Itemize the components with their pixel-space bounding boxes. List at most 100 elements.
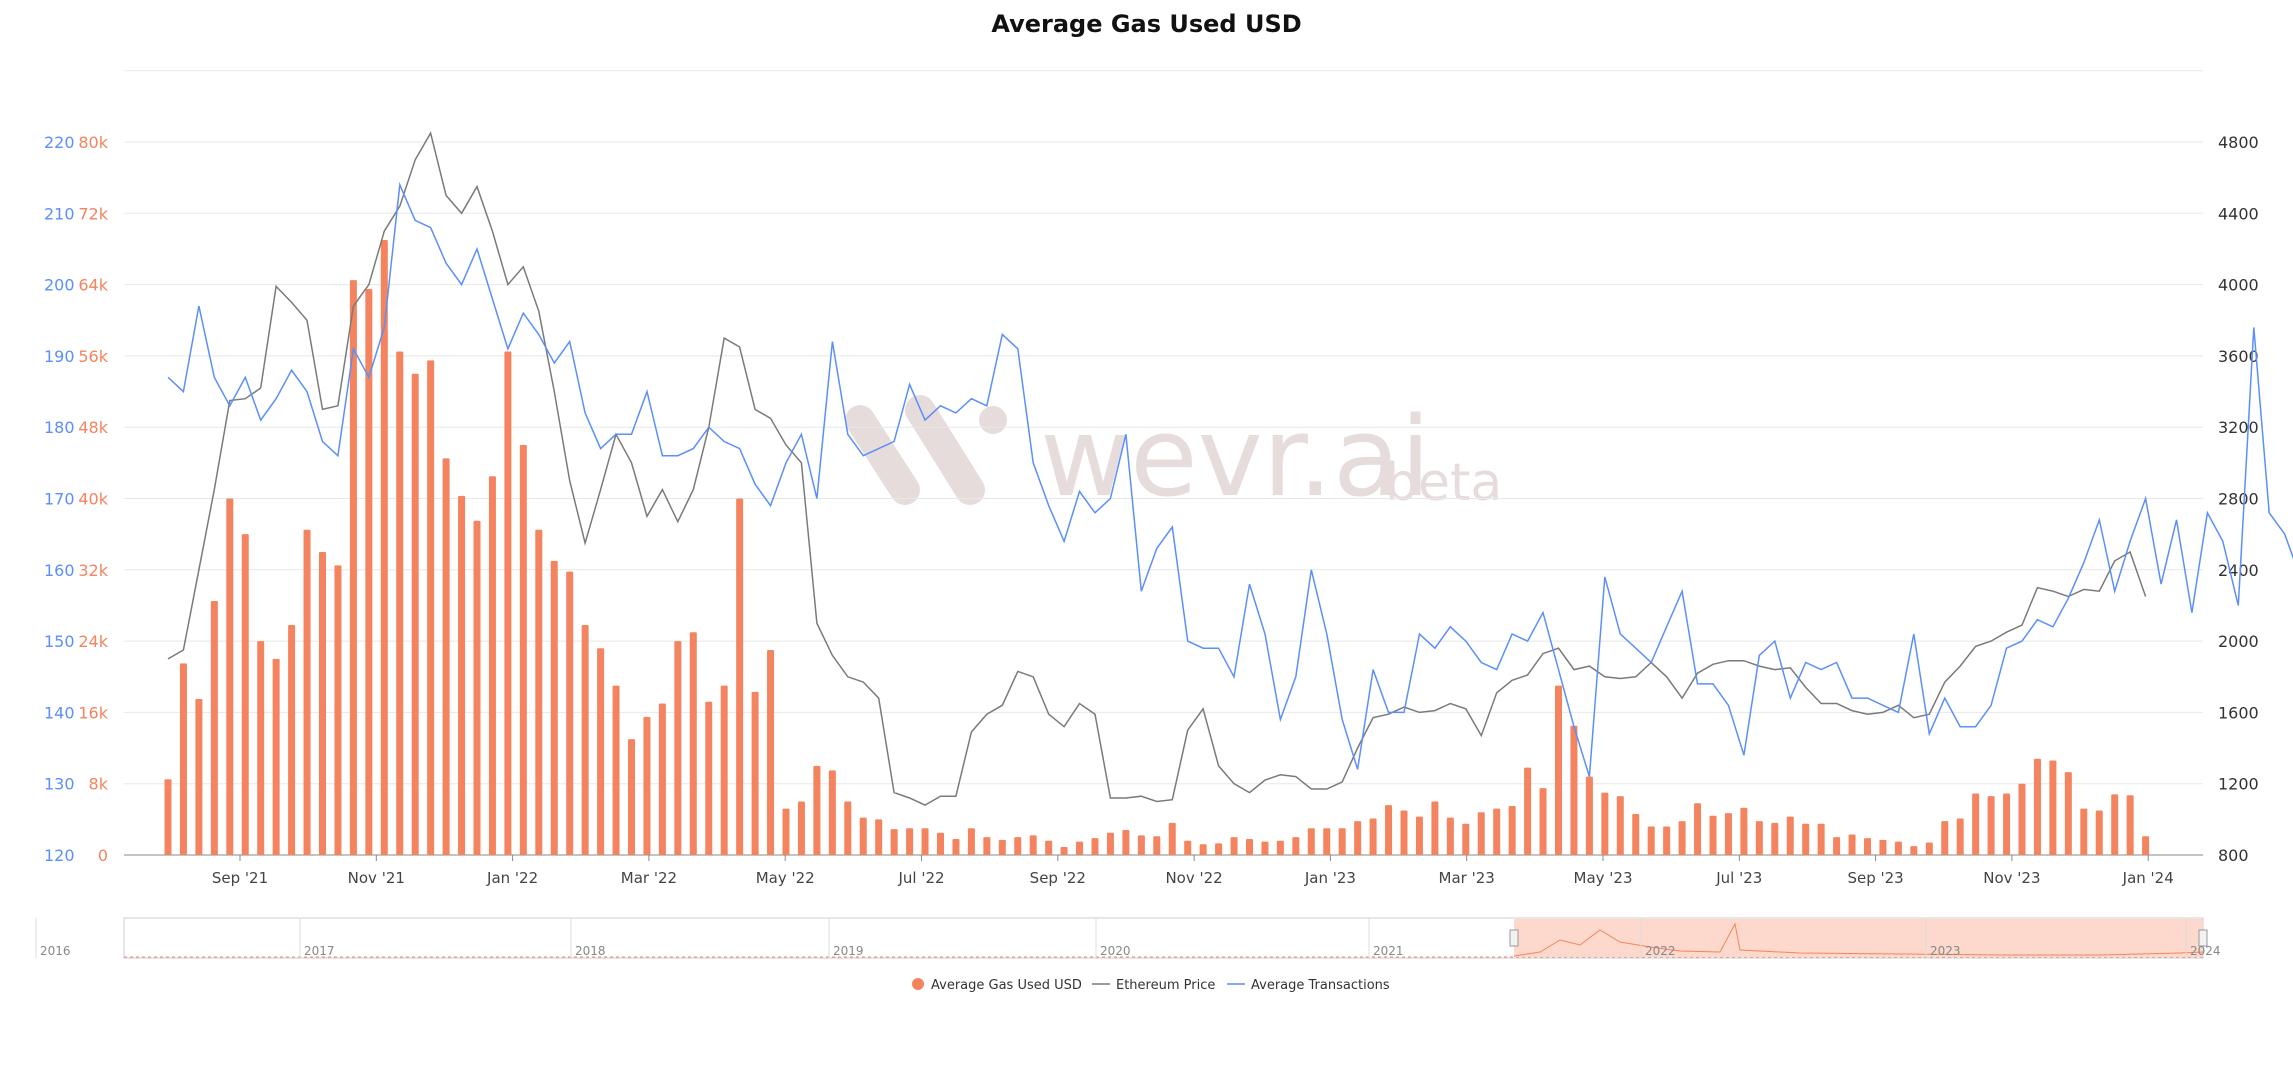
gas-bar[interactable] — [1802, 823, 1810, 855]
gas-bar[interactable] — [937, 832, 944, 855]
gas-bar[interactable] — [1261, 841, 1269, 855]
gas-bar[interactable] — [1539, 788, 1547, 855]
ethereum-price-polyline[interactable] — [167, 131, 2147, 806]
gas-bar[interactable] — [1446, 817, 1454, 855]
gas-bar[interactable] — [890, 829, 898, 855]
gas-bar[interactable] — [272, 658, 280, 855]
gas-bar[interactable] — [1122, 830, 1130, 855]
gas-bar[interactable] — [1091, 838, 1099, 855]
gas-bar[interactable] — [1864, 838, 1871, 855]
gas-bar[interactable] — [1029, 835, 1037, 855]
gas-bar[interactable] — [226, 498, 234, 856]
gas-bar[interactable] — [797, 801, 805, 855]
gas-bar[interactable] — [488, 476, 496, 855]
gas-bar[interactable] — [1462, 823, 1470, 855]
gas-bar[interactable] — [1076, 841, 1084, 855]
gas-bar[interactable] — [689, 632, 697, 855]
gas-bar[interactable] — [1570, 725, 1578, 855]
gas-bar[interactable] — [2111, 794, 2119, 855]
gas-bar[interactable] — [288, 625, 296, 855]
gas-bar[interactable] — [658, 703, 666, 855]
gas-bar[interactable] — [1925, 842, 1933, 855]
gas-bar[interactable] — [1354, 821, 1362, 855]
gas-bar[interactable] — [906, 828, 914, 855]
gas-bar[interactable] — [1014, 837, 1022, 855]
gas-bar[interactable] — [442, 458, 450, 855]
gas-bar[interactable] — [1045, 840, 1053, 855]
gas-bar[interactable] — [1956, 818, 1964, 855]
gas-bar[interactable] — [2080, 808, 2088, 855]
navigator-selection[interactable] — [1514, 919, 2203, 957]
gas-bar[interactable] — [844, 801, 852, 855]
gas-bar[interactable] — [210, 600, 218, 855]
gas-bar[interactable] — [1153, 836, 1161, 855]
gas-bar[interactable] — [1755, 821, 1763, 855]
gas-bar[interactable] — [782, 808, 790, 855]
gas-bar[interactable] — [1848, 834, 1856, 855]
gas-bar[interactable] — [1400, 810, 1408, 855]
gas-bars[interactable] — [164, 240, 2150, 856]
gas-bar[interactable] — [1323, 828, 1331, 855]
gas-bar[interactable] — [875, 819, 883, 855]
gas-bar[interactable] — [751, 691, 759, 855]
gas-bar[interactable] — [1632, 814, 1640, 855]
gas-bar[interactable] — [519, 445, 527, 855]
gas-bar[interactable] — [1338, 828, 1346, 855]
gas-bar[interactable] — [1987, 796, 1995, 855]
gas-bar[interactable] — [628, 739, 635, 855]
gas-bar[interactable] — [458, 495, 466, 855]
gas-bar[interactable] — [1477, 812, 1485, 855]
gas-bar[interactable] — [2095, 810, 2103, 855]
gas-bar[interactable] — [550, 560, 558, 855]
gas-bar[interactable] — [257, 641, 265, 855]
gas-bar[interactable] — [1415, 816, 1423, 855]
gas-bar[interactable] — [1585, 776, 1593, 855]
gas-bar[interactable] — [411, 373, 419, 855]
gas-bar[interactable] — [164, 779, 172, 855]
gas-bar[interactable] — [597, 648, 605, 855]
gas-bar[interactable] — [1168, 822, 1176, 855]
gas-bar[interactable] — [1493, 808, 1501, 855]
range-navigator[interactable]: 2016 2017 2018 2019 2020 2021 2022 2023 2024 — [35, 917, 2221, 959]
gas-bar[interactable] — [859, 817, 867, 855]
gas-bar[interactable] — [241, 534, 249, 855]
gas-bar[interactable] — [1276, 840, 1284, 855]
gas-bar[interactable] — [813, 765, 821, 855]
gas-bar[interactable] — [1786, 816, 1794, 855]
gas-bar[interactable] — [2018, 783, 2026, 855]
gas-bar[interactable] — [1771, 822, 1779, 855]
gas-bar[interactable] — [1555, 685, 1562, 855]
gas-bar[interactable] — [504, 351, 512, 855]
gas-bar[interactable] — [179, 663, 187, 855]
gas-bar[interactable] — [1369, 818, 1377, 855]
gas-bar[interactable] — [921, 828, 929, 855]
gas-bar[interactable] — [1230, 837, 1238, 855]
gas-bar[interactable] — [1246, 838, 1253, 855]
gas-bar[interactable] — [1709, 815, 1717, 855]
gas-bar[interactable] — [2064, 772, 2072, 855]
gas-bar[interactable] — [828, 770, 836, 855]
gas-bar[interactable] — [952, 838, 960, 855]
gas-bar[interactable] — [705, 701, 713, 855]
gas-bar[interactable] — [1910, 846, 1918, 855]
gas-bar[interactable] — [581, 625, 589, 855]
gas-bar[interactable] — [365, 289, 373, 855]
gas-bar[interactable] — [1663, 826, 1671, 855]
gas-bar[interactable] — [195, 699, 203, 855]
gas-bar[interactable] — [1508, 805, 1516, 855]
legend-marker-gas[interactable] — [912, 978, 924, 990]
gas-bar[interactable] — [967, 828, 975, 855]
gas-bar[interactable] — [1307, 828, 1315, 855]
gas-bar[interactable] — [334, 565, 342, 855]
gas-bar[interactable] — [427, 360, 435, 855]
gas-bar[interactable] — [643, 716, 651, 855]
gas-bar[interactable] — [1385, 805, 1393, 855]
gas-bar[interactable] — [566, 571, 574, 855]
gas-bar[interactable] — [2003, 793, 2011, 855]
gas-bar[interactable] — [1647, 826, 1655, 855]
gas-bar[interactable] — [612, 685, 620, 855]
gas-bar[interactable] — [736, 498, 744, 856]
gas-bar[interactable] — [1817, 823, 1825, 855]
gas-bar[interactable] — [2049, 760, 2057, 855]
gas-bar[interactable] — [1879, 839, 1887, 855]
